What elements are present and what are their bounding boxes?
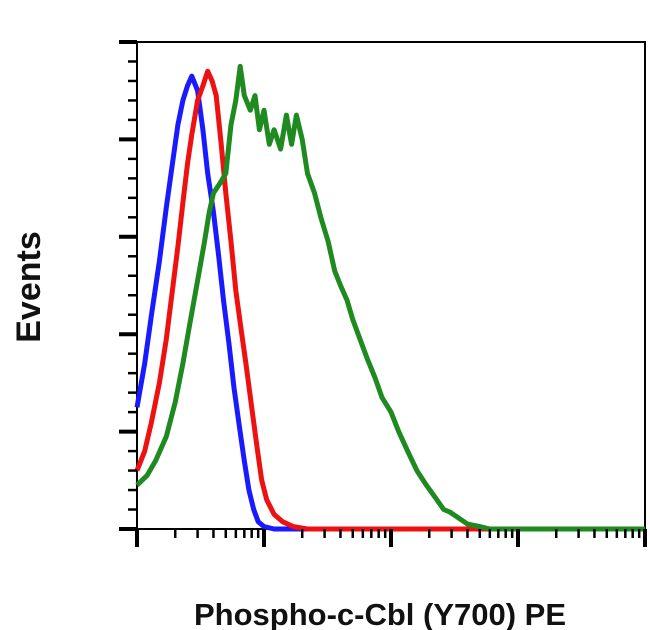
- y-axis-ticks: [119, 40, 137, 531]
- series-line-2: [134, 68, 645, 532]
- x-axis-label: Phospho-c-Cbl (Y700) PE: [194, 597, 566, 630]
- plot-area: [136, 41, 646, 530]
- x-axis-ticks: [135, 529, 647, 547]
- series-line-3: [135, 63, 645, 532]
- y-axis-label: Events: [10, 231, 48, 343]
- series-line-1: [134, 73, 645, 532]
- series-layer: [134, 63, 645, 532]
- plot-frame: [136, 41, 646, 530]
